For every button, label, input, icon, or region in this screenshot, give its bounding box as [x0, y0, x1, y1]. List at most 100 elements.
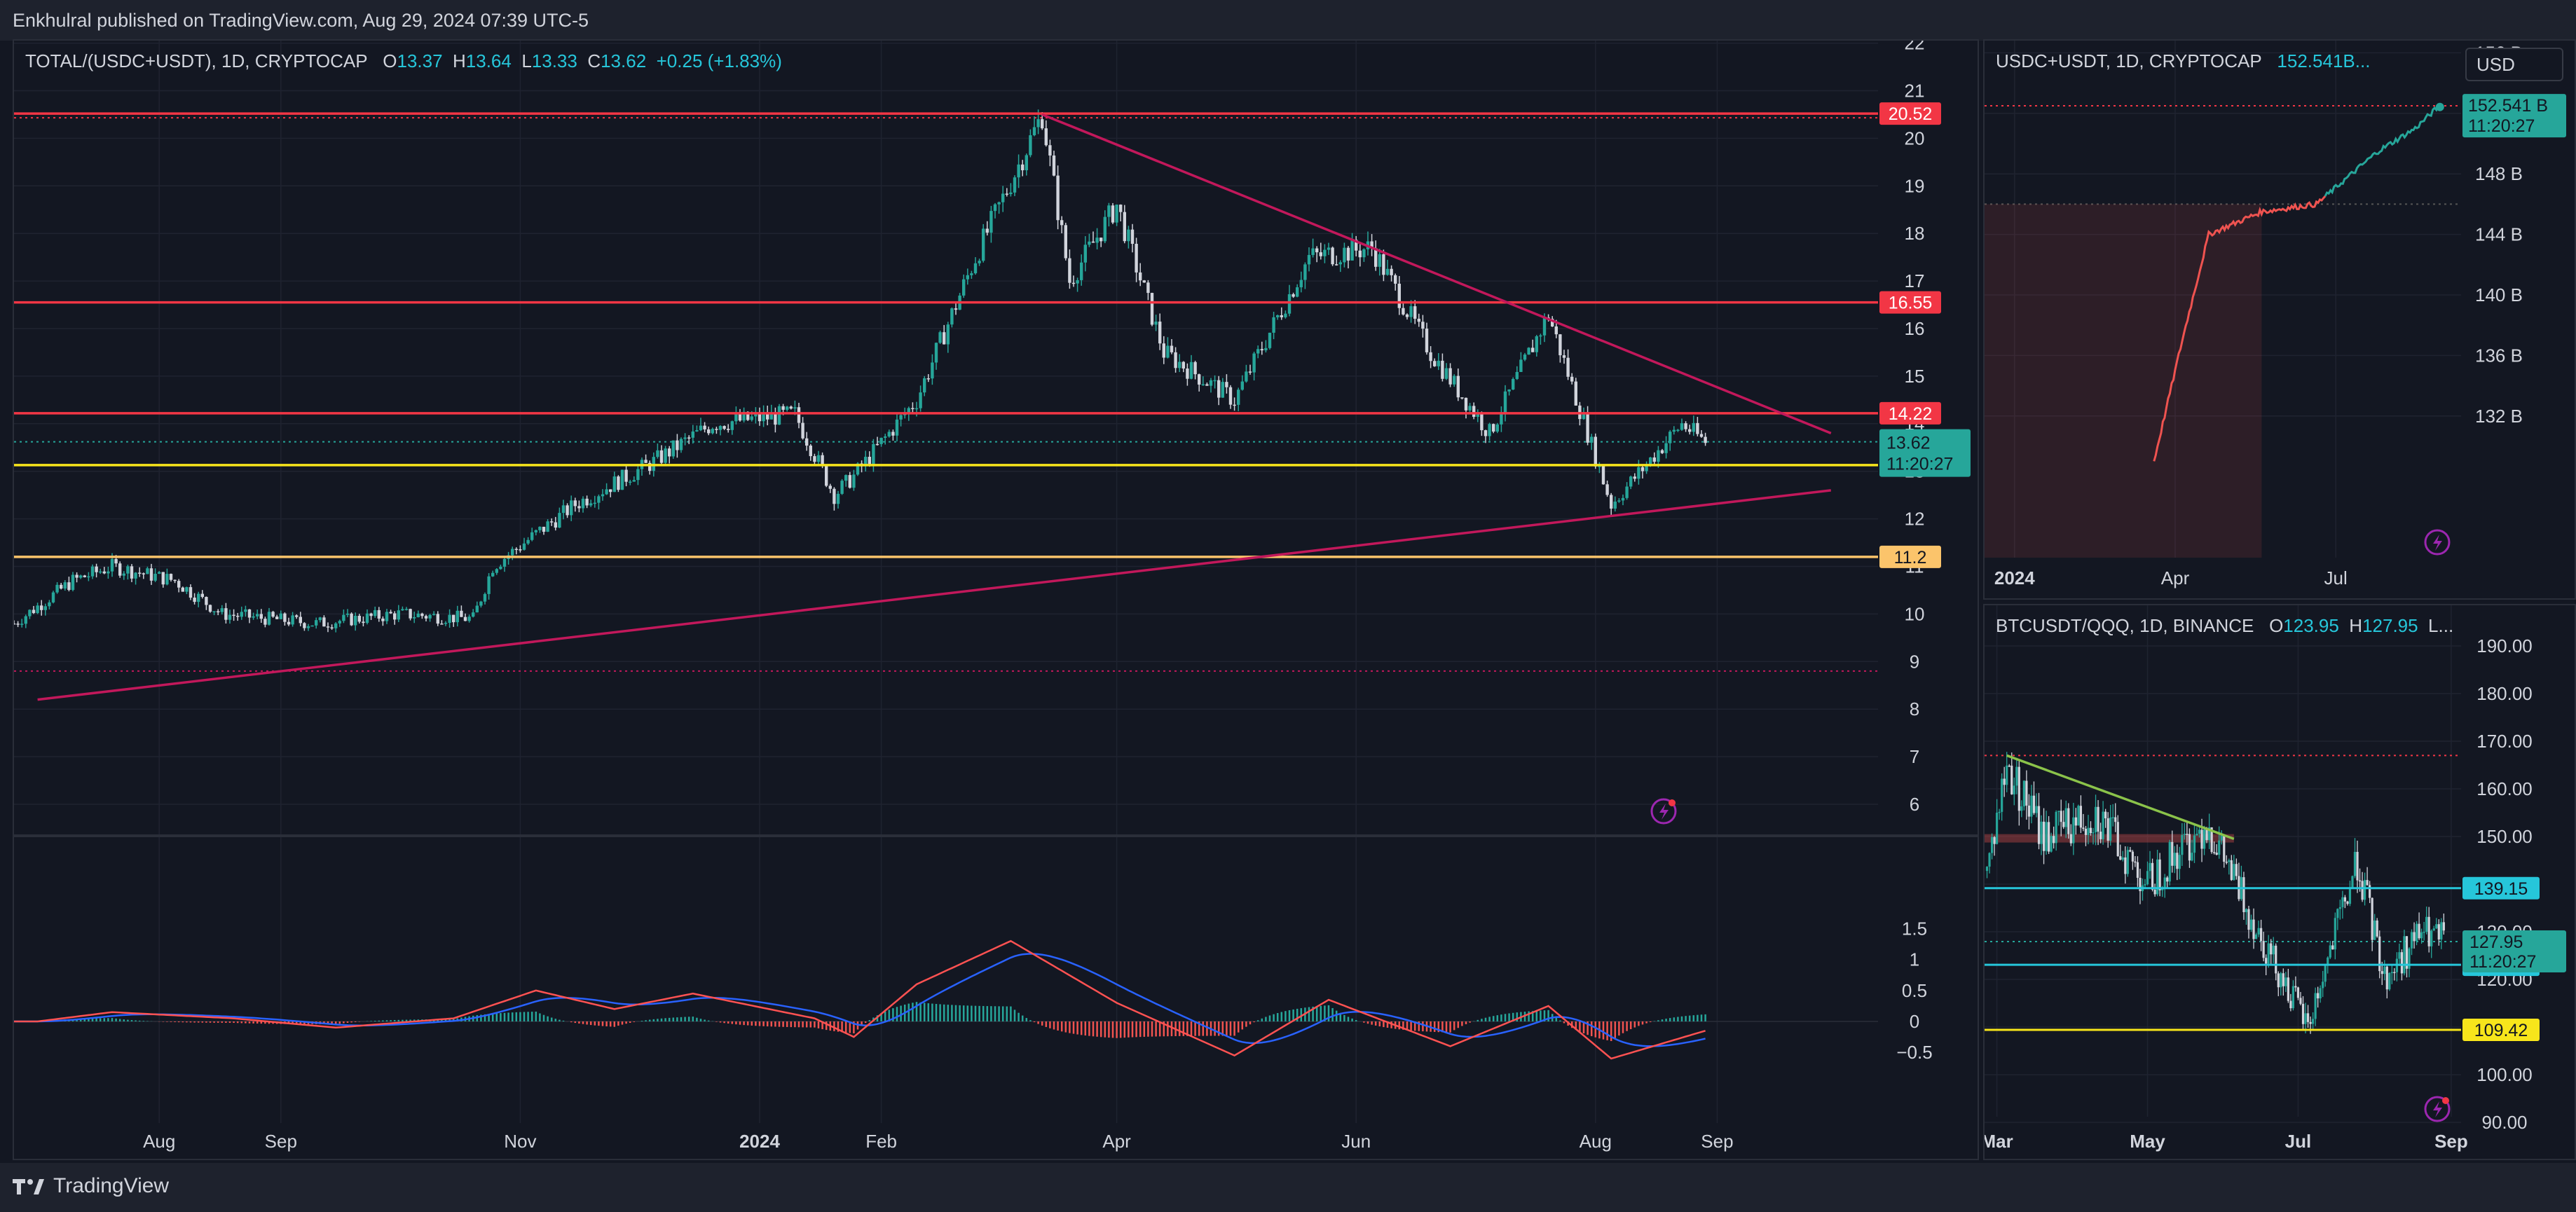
- candle-body: [2053, 836, 2055, 843]
- candle-body: [895, 419, 899, 436]
- candle-body: [2218, 840, 2221, 855]
- candle-body: [2265, 958, 2268, 964]
- candle-body: [2193, 835, 2196, 853]
- candle-body: [2373, 920, 2376, 940]
- candle-body: [1170, 345, 1174, 352]
- candle-body: [2124, 857, 2127, 874]
- candle-body: [2027, 805, 2031, 817]
- candle-body: [530, 532, 534, 540]
- price-tick-label: 19: [1905, 175, 1925, 196]
- candle-body: [2309, 1021, 2312, 1024]
- candle-body: [758, 413, 762, 422]
- candle-body: [1645, 464, 1648, 471]
- candle-body: [1213, 380, 1217, 382]
- candle-body: [1181, 361, 1185, 369]
- candle-body: [676, 440, 679, 450]
- candle-body: [118, 563, 122, 576]
- candle-body: [805, 438, 809, 446]
- current-price-label: 127.95: [2469, 932, 2523, 952]
- time-tick-label: Apr: [1102, 1131, 1131, 1152]
- candle-body: [546, 521, 549, 532]
- candle-body: [978, 261, 981, 263]
- candle-body: [2200, 829, 2203, 849]
- candle-body: [746, 411, 750, 420]
- candle-body: [1123, 212, 1126, 242]
- candle-body: [769, 413, 773, 420]
- candle-body: [1186, 369, 1189, 379]
- candle-body: [252, 616, 255, 618]
- price-tick-label: 150.00: [2476, 826, 2533, 847]
- candle-body: [1664, 443, 1668, 453]
- candle-body: [2317, 993, 2320, 999]
- candle-body: [2163, 877, 2166, 889]
- candle-body: [833, 488, 836, 504]
- candle-body: [1640, 467, 1645, 471]
- candle-body: [452, 614, 455, 623]
- candle-body: [2087, 827, 2090, 835]
- candle-body: [1350, 240, 1354, 261]
- candle-body: [185, 587, 189, 592]
- candle-body: [1048, 145, 1052, 156]
- side-bottom-panel[interactable]: 190.00180.00170.00160.00150.00140.00130.…: [1983, 604, 2576, 1160]
- candle-body: [2176, 853, 2179, 869]
- candle-body: [2151, 862, 2154, 890]
- candle-body: [448, 614, 451, 624]
- candle-body: [1488, 424, 1491, 436]
- btc-high-value: 127.95: [2362, 615, 2418, 636]
- candle-body: [377, 610, 381, 619]
- candle-body: [2102, 811, 2104, 839]
- candle-body: [1472, 406, 1476, 417]
- candle-body: [2291, 986, 2295, 1009]
- candle-body: [354, 615, 357, 626]
- currency-button[interactable]: USD: [2465, 48, 2563, 81]
- candle-body: [2006, 765, 2008, 785]
- side-bottom-chart-svg[interactable]: 190.00180.00170.00160.00150.00140.00130.…: [1985, 605, 2576, 1160]
- candle-body: [840, 481, 844, 494]
- countdown-label: 11:20:27: [2468, 116, 2535, 136]
- publish-info: Enkhulral published on TradingView.com, …: [13, 10, 589, 31]
- candle-body: [821, 455, 824, 467]
- candle-body: [875, 443, 879, 446]
- candle-body: [350, 613, 353, 626]
- main-chart-svg[interactable]: 2221201918171615141312111098761.510.50−0…: [14, 41, 1979, 1160]
- candle-body: [55, 584, 59, 593]
- level-tag-label: 16.55: [1889, 294, 1933, 313]
- candle-body: [2348, 888, 2352, 904]
- candle-body: [1299, 280, 1303, 288]
- current-price-tag: [2462, 930, 2566, 972]
- price-tick-label: 7: [1910, 746, 1919, 767]
- candle-body: [107, 571, 110, 574]
- tradingview-brand[interactable]: TradingView: [13, 1174, 169, 1198]
- candle-body: [2314, 993, 2317, 1019]
- candle-body: [601, 494, 605, 497]
- candle-body: [2432, 928, 2435, 931]
- candle-body: [722, 426, 726, 429]
- candle-body: [1433, 361, 1437, 366]
- candle-body: [1590, 436, 1594, 443]
- candle-body: [1025, 155, 1028, 171]
- candle-body: [146, 568, 149, 574]
- candle-body: [1625, 486, 1629, 498]
- candle-body: [2210, 827, 2213, 853]
- candle-body: [1228, 387, 1233, 405]
- candle-body: [989, 211, 993, 233]
- candle-body: [491, 572, 495, 577]
- candle-body: [2089, 827, 2092, 834]
- candle-body: [424, 616, 428, 619]
- candle-body: [2045, 822, 2048, 851]
- candle-body: [232, 614, 235, 617]
- level-tag: [2462, 876, 2540, 900]
- candle-body: [1346, 247, 1350, 261]
- candle-body: [1127, 229, 1130, 242]
- candle-body: [2260, 928, 2263, 942]
- candle-body: [1425, 329, 1429, 352]
- candle-body: [2294, 986, 2297, 988]
- candle-body: [1551, 319, 1554, 326]
- candle-body: [2257, 928, 2260, 935]
- candle-body: [2114, 817, 2117, 822]
- candle-body: [2050, 836, 2053, 852]
- main-chart-panel[interactable]: 2221201918171615141312111098761.510.50−0…: [13, 39, 1979, 1160]
- candle-body: [848, 475, 851, 488]
